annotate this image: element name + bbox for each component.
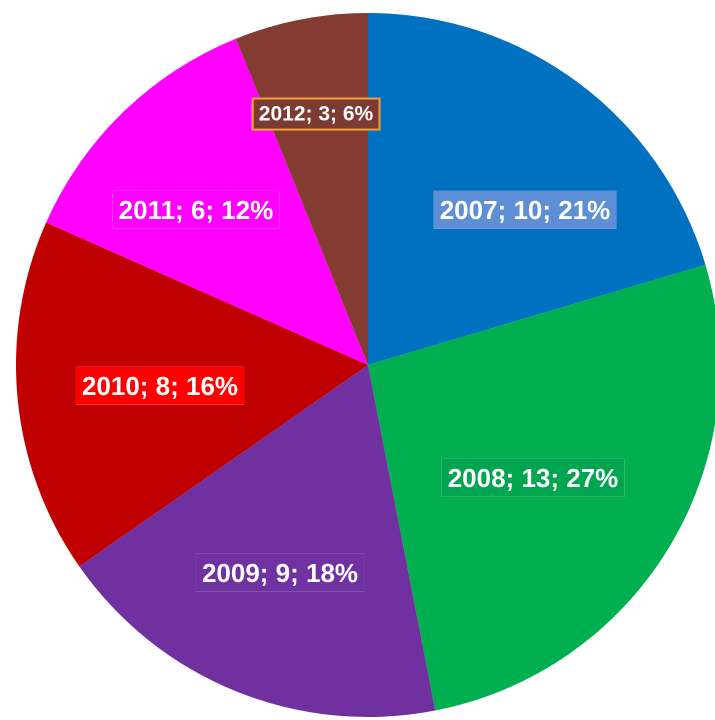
data-label-text: 2008; 13; 27% xyxy=(448,463,619,493)
pie-slice xyxy=(79,365,436,718)
data-label-text: 2010; 8; 16% xyxy=(82,371,238,401)
data-label-box xyxy=(112,190,280,229)
data-label-box xyxy=(195,553,365,592)
data-label-box xyxy=(75,366,245,405)
data-label: 2007; 10; 21% xyxy=(433,190,617,229)
data-label-text: 2007; 10; 21% xyxy=(440,195,611,225)
data-label: 2011; 6; 12% xyxy=(112,190,280,229)
data-label-box xyxy=(433,190,617,229)
data-label-box xyxy=(441,458,625,497)
data-label-text: 2009; 9; 18% xyxy=(202,558,358,588)
data-label: 2012; 3; 6% xyxy=(251,97,381,131)
data-label-box xyxy=(251,97,381,131)
data-label-text: 2012; 3; 6% xyxy=(259,103,374,126)
data-label-text: 2011; 6; 12% xyxy=(119,195,274,225)
data-label: 2009; 9; 18% xyxy=(195,553,365,592)
data-label: 2008; 13; 27% xyxy=(441,458,625,497)
data-label: 2010; 8; 16% xyxy=(75,366,245,405)
pie-slice xyxy=(368,13,706,365)
